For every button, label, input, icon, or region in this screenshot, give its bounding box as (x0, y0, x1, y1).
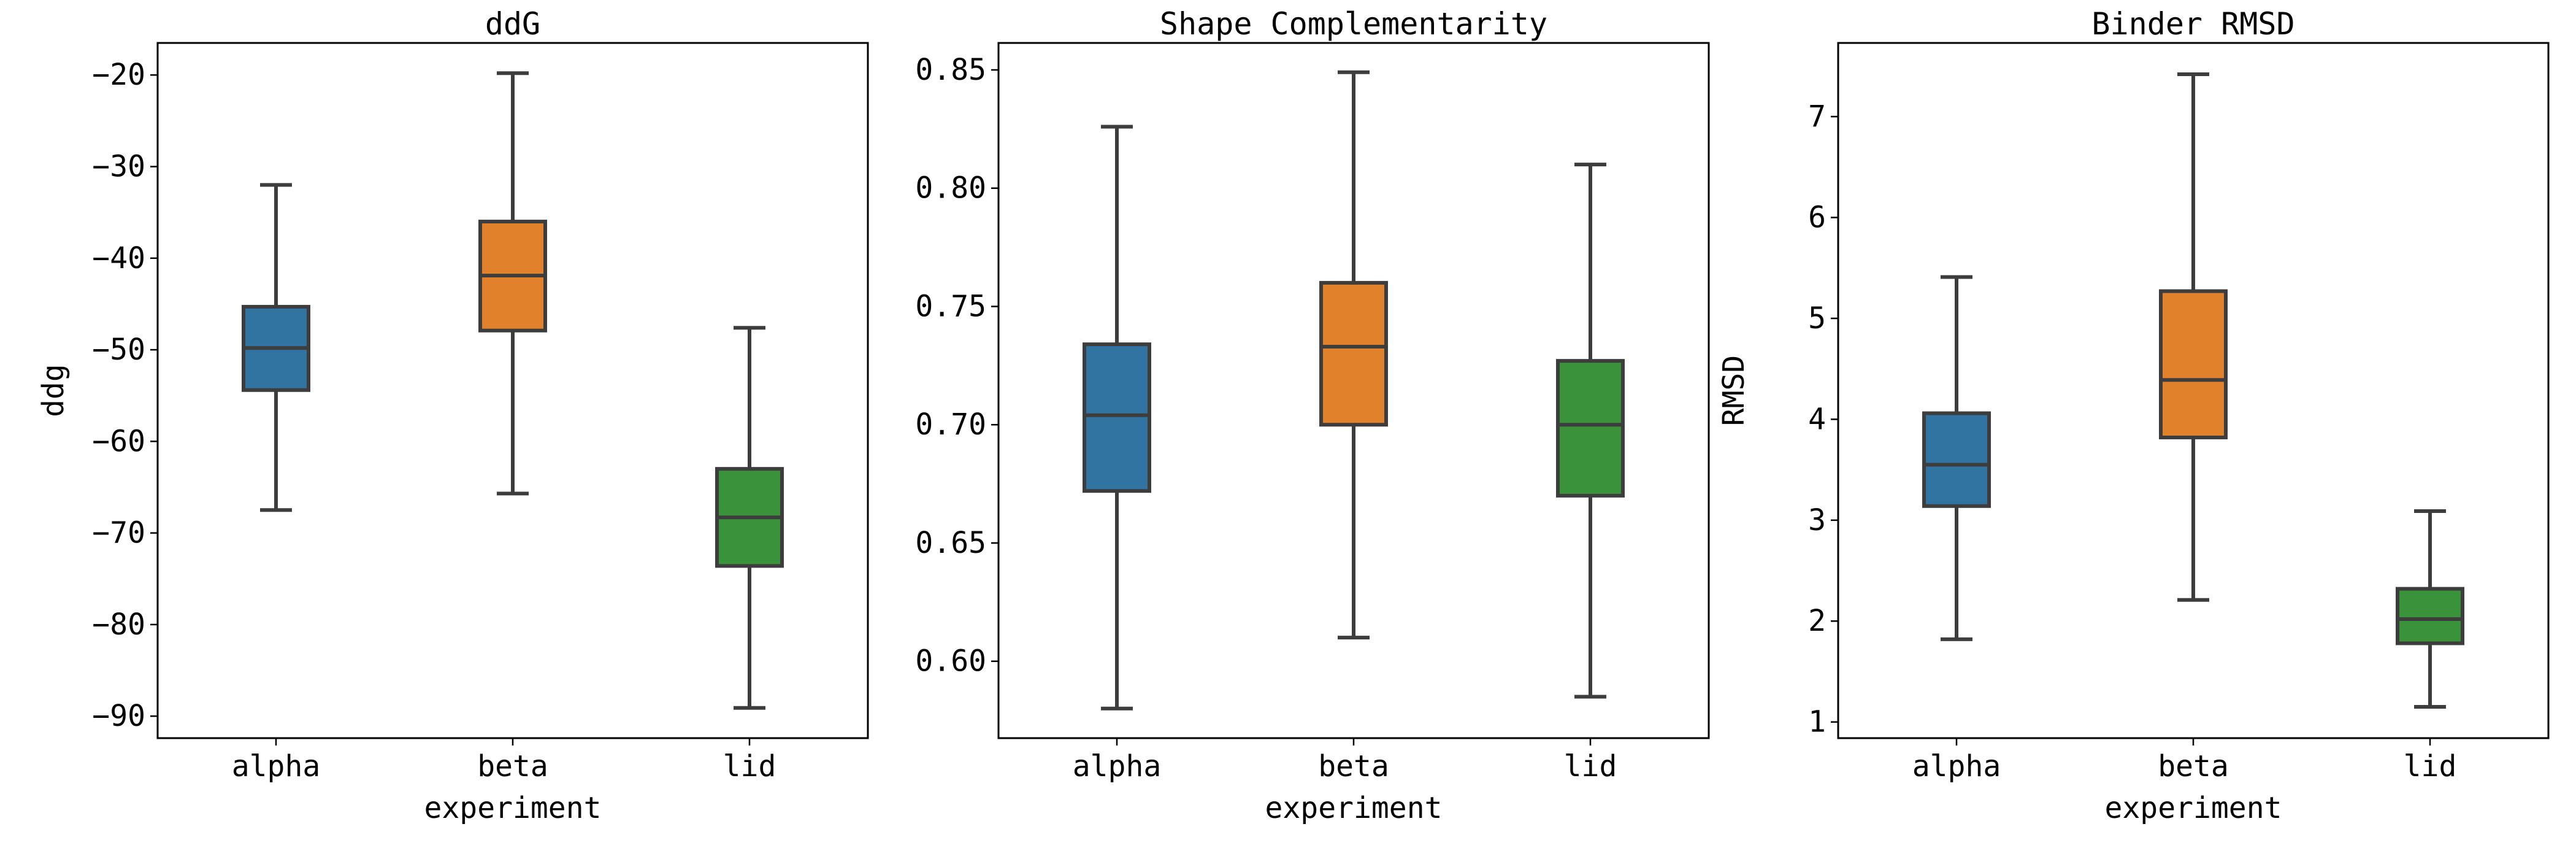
y-tick-label: −80 (92, 607, 145, 642)
y-tick-label: −60 (92, 424, 145, 458)
box-alpha (1084, 344, 1149, 491)
y-tick-label: −50 (92, 333, 145, 367)
y-tick-label: −20 (92, 58, 145, 92)
x-axis-label: experiment (2105, 791, 2282, 825)
y-tick-label: 0.75 (915, 289, 986, 323)
y-tick-label: 6 (1808, 200, 1826, 234)
x-tick-label: lid (1564, 749, 1617, 784)
y-tick-label: 0.60 (915, 644, 986, 679)
y-tick-label: −90 (92, 699, 145, 733)
y-axis-label: ddg (36, 364, 71, 417)
box-lid (2398, 589, 2463, 644)
y-tick-label: 4 (1808, 402, 1826, 436)
y-tick-label: 7 (1808, 99, 1826, 134)
chart-title: Binder RMSD (2091, 6, 2294, 42)
x-tick-label: alpha (1912, 749, 2001, 784)
chart-title: Shape Complementarity (1160, 6, 1547, 42)
y-tick-label: 3 (1808, 503, 1826, 537)
x-tick-label: beta (477, 749, 548, 784)
y-tick-label: −40 (92, 241, 145, 275)
x-tick-label: lid (723, 749, 776, 784)
box-alpha (1924, 413, 1989, 506)
y-tick-label: 5 (1808, 301, 1826, 336)
y-tick-label: 0.80 (915, 171, 986, 206)
chart-title: ddG (485, 6, 540, 42)
y-tick-label: 0.85 (915, 53, 986, 87)
x-axis-label: experiment (1265, 791, 1443, 825)
x-tick-label: alpha (232, 749, 321, 784)
y-tick-label: 2 (1808, 604, 1826, 638)
y-tick-label: 1 (1808, 705, 1826, 739)
x-axis-label: experiment (424, 791, 602, 825)
box-beta (1321, 283, 1386, 425)
x-tick-label: lid (2404, 749, 2457, 784)
y-axis-label: RMSD (1717, 355, 1751, 426)
y-tick-label: 0.65 (915, 526, 986, 560)
x-tick-label: beta (1318, 749, 1389, 784)
x-tick-label: alpha (1073, 749, 1162, 784)
y-tick-label: 0.70 (915, 407, 986, 442)
box-beta (2161, 291, 2226, 437)
x-tick-label: beta (2158, 749, 2229, 784)
y-tick-label: −70 (92, 516, 145, 550)
y-tick-label: −30 (92, 150, 145, 184)
box-lid (1558, 361, 1623, 496)
